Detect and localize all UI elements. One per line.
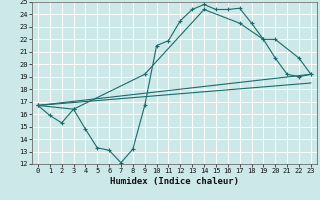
X-axis label: Humidex (Indice chaleur): Humidex (Indice chaleur) [110, 177, 239, 186]
